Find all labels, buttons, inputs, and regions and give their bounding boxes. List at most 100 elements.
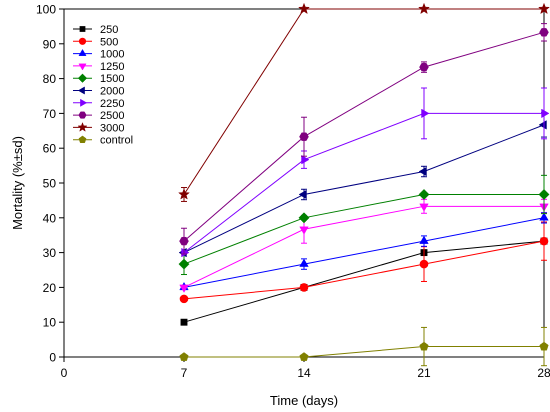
data-point <box>539 236 549 246</box>
data-point <box>419 259 429 269</box>
series-line <box>183 217 545 288</box>
data-point <box>418 166 427 177</box>
plot-frame <box>63 8 545 358</box>
data-point <box>299 226 309 235</box>
series-2250 <box>181 87 550 258</box>
legend-entry-2000: 2000 <box>73 86 124 98</box>
data-point <box>419 235 429 244</box>
y-tick-label: 80 <box>43 72 57 86</box>
series-1000 <box>179 212 549 291</box>
data-point <box>419 341 429 351</box>
data-point <box>418 2 430 15</box>
legend-marker <box>77 73 88 83</box>
data-point <box>178 188 190 200</box>
legend-marker <box>77 86 85 95</box>
data-point <box>541 108 550 119</box>
legend-marker <box>78 111 87 119</box>
legend-entry-2500: 2500 <box>73 110 124 122</box>
series-line <box>183 124 545 254</box>
legend-marker <box>78 37 87 45</box>
data-point <box>539 28 549 37</box>
legend-label: 1250 <box>100 61 124 73</box>
legend-marker <box>79 26 86 32</box>
legend-label: control <box>100 135 133 147</box>
legend-label: 3000 <box>100 122 124 134</box>
legend-entry-control: control <box>73 135 133 147</box>
legend-entry-3000: 3000 <box>73 122 124 134</box>
legend-marker <box>80 98 88 107</box>
data-point <box>538 2 550 15</box>
legend-entry-1500: 1500 <box>73 73 124 85</box>
data-point <box>180 318 188 326</box>
legend-marker <box>77 122 88 132</box>
series-2000 <box>178 112 547 258</box>
data-point <box>179 352 189 361</box>
series-line <box>183 205 544 288</box>
x-tick-label: 14 <box>297 366 311 380</box>
y-tick-label: 10 <box>43 316 57 330</box>
y-tick-label: 70 <box>43 107 57 121</box>
data-point <box>299 352 309 361</box>
legend-entry-250: 250 <box>73 24 118 36</box>
series-line <box>183 193 544 265</box>
legend-entry-1250: 1250 <box>73 61 124 73</box>
legend-label: 1000 <box>100 49 124 61</box>
data-point <box>419 203 429 212</box>
legend-label: 1500 <box>100 73 124 85</box>
series-line <box>184 346 544 358</box>
data-point <box>418 188 430 200</box>
y-tick-label: 40 <box>43 211 57 225</box>
data-point <box>298 189 307 200</box>
data-point <box>298 212 310 224</box>
legend-label: 2000 <box>100 86 124 98</box>
data-point <box>419 62 429 72</box>
data-point <box>179 236 189 246</box>
data-point <box>179 284 189 293</box>
data-point <box>181 247 190 258</box>
x-tick-label: 0 <box>61 366 68 380</box>
series-2500 <box>179 23 549 255</box>
legend-label: 500 <box>100 36 118 48</box>
legend-entry-1000: 1000 <box>73 49 124 61</box>
y-tick-label: 20 <box>43 281 57 295</box>
x-tick-label: 21 <box>417 366 431 380</box>
data-point <box>301 154 310 165</box>
y-tick-label: 60 <box>43 142 57 156</box>
series-line <box>183 240 545 323</box>
series-line <box>183 8 544 195</box>
y-axis-title: Mortality (%±sd) <box>10 136 25 230</box>
x-tick-label: 7 <box>181 366 188 380</box>
series-3000 <box>178 2 550 202</box>
data-point <box>299 258 309 267</box>
legend-marker <box>78 48 87 56</box>
data-point <box>299 132 309 141</box>
data-point <box>298 2 310 15</box>
series-layer <box>178 2 550 367</box>
y-tick-label: 50 <box>43 177 57 191</box>
data-point <box>539 341 549 351</box>
x-axis-title: Time (days) <box>270 393 338 408</box>
data-point <box>538 120 547 130</box>
data-point <box>299 283 309 292</box>
series-line <box>183 240 545 300</box>
data-point <box>179 294 189 304</box>
legend-entry-500: 500 <box>73 36 118 48</box>
legend-marker <box>78 135 87 144</box>
y-tick-label: 30 <box>43 246 57 260</box>
legend: 2505001000125015002000225025003000contro… <box>73 24 133 147</box>
y-tick-label: 90 <box>43 37 57 51</box>
legend-marker <box>78 63 87 71</box>
data-point <box>539 212 549 221</box>
legend-label: 2500 <box>100 110 124 122</box>
series-line <box>183 112 544 253</box>
legend-label: 250 <box>100 24 118 36</box>
y-tick-label: 0 <box>49 351 56 365</box>
legend-label: 2250 <box>100 98 124 110</box>
data-point <box>538 188 550 200</box>
data-point <box>178 258 190 270</box>
series-line <box>183 31 545 242</box>
series-1500 <box>178 174 550 276</box>
legend-entry-2250: 2250 <box>73 98 124 110</box>
series-control <box>179 326 549 367</box>
